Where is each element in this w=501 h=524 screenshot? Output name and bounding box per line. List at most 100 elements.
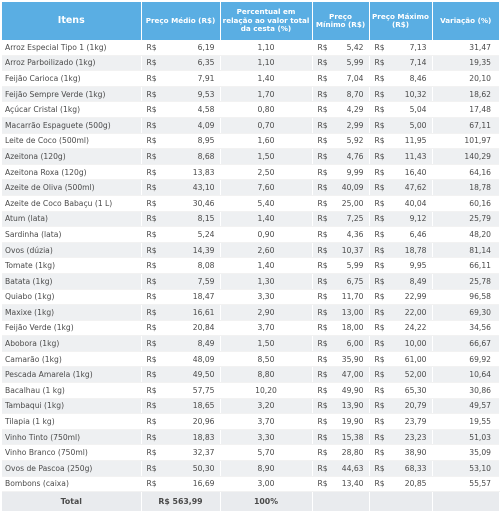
table-row: Quiabo (1kg) R$ 18,47 3,30 R$ 11,70 R$ 22,99 96,… [2, 289, 499, 306]
currency-symbol: R$ [146, 292, 157, 302]
cell-min-price: R$ 5,99 [312, 55, 370, 72]
currency-symbol: R$ [146, 245, 157, 255]
cell-min-price-value: 44,63 [341, 463, 364, 473]
cell-min-price: R$ 13,90 [312, 398, 370, 415]
cell-variation: 25,78 [432, 273, 499, 290]
cell-max-price: R$ 68,33 [369, 460, 433, 477]
cell-avg-price-value: 6,35 [197, 58, 215, 68]
cell-percent: 1,30 [220, 273, 313, 290]
cell-item: Feijão Carioca (1kg) [2, 70, 142, 87]
currency-symbol: R$ [374, 229, 385, 239]
table-row: Tambaqui (1kg) R$ 18,65 3,20 R$ 13,90 R$ 20,79 4… [2, 398, 499, 415]
currency-symbol: R$ [317, 58, 328, 68]
cell-min-price-value: 15,38 [341, 432, 364, 442]
cell-percent: 1,60 [220, 133, 313, 150]
currency-symbol: R$ [146, 183, 157, 193]
cell-variation: 66,67 [432, 335, 499, 352]
table-row: Ovos de Pascoa (250g) R$ 50,30 8,90 R$ 44,63 R… [2, 460, 499, 477]
cell-avg-price-value: 4,58 [197, 105, 215, 115]
table-row: Bacalhau (1 kg) R$ 57,75 10,20 R$ 49,90 R$ 65,3… [2, 382, 499, 399]
cell-min-price-value: 13,90 [341, 401, 364, 411]
cell-avg-price-value: 8,08 [197, 261, 215, 271]
header-items: Itens [2, 2, 142, 40]
cell-avg-price-value: 20,96 [192, 417, 215, 427]
cell-max-price-value: 11,43 [404, 151, 427, 161]
cell-avg-price: R$ 18,83 [141, 429, 221, 446]
currency-symbol: R$ [374, 339, 385, 349]
currency-symbol: R$ [146, 198, 157, 208]
currency-symbol: R$ [374, 370, 385, 380]
cell-avg-price-value: 6,19 [197, 42, 215, 52]
cell-max-price: R$ 20,79 [369, 398, 433, 415]
cell-avg-price: R$ 8,68 [141, 148, 221, 165]
cell-avg-price: R$ 57,75 [141, 382, 221, 399]
cell-percent: 3,30 [220, 429, 313, 446]
cell-max-price: R$ 24,22 [369, 320, 433, 337]
cell-min-price: R$ 10,37 [312, 242, 370, 259]
cell-max-price: R$ 61,00 [369, 351, 433, 368]
currency-symbol: R$ [374, 401, 385, 411]
cell-min-price: R$ 8,70 [312, 86, 370, 103]
cell-avg-price-value: 43,10 [192, 183, 215, 193]
cell-item: Arroz Especial Tipo 1 (1kg) [2, 40, 142, 56]
cell-percent: 1,50 [220, 335, 313, 352]
cell-item: Azeite de Oliva (500ml) [2, 179, 142, 196]
currency-symbol: R$ [146, 385, 157, 395]
table-row: Sardinha (lata) R$ 5,24 0,90 R$ 4,36 R$ 6,46 48,… [2, 226, 499, 243]
cell-min-price-value: 25,00 [341, 198, 364, 208]
currency-symbol: R$ [374, 448, 385, 458]
table-row: Azeitona (120g) R$ 8,68 1,50 R$ 4,76 R$ 11,43 14… [2, 148, 499, 165]
currency-symbol: R$ [374, 323, 385, 333]
cell-max-price: R$ 10,00 [369, 335, 433, 352]
cell-min-price: R$ 28,80 [312, 444, 370, 462]
cell-percent: 1,50 [220, 148, 313, 165]
cell-max-price: R$ 22,99 [369, 289, 433, 306]
cell-avg-price: R$ 16,61 [141, 304, 221, 321]
header-min-price: Preço Mínimo (R$) [312, 2, 370, 40]
cell-percent: 1,40 [220, 257, 313, 274]
currency-symbol: R$ [317, 401, 328, 411]
cell-max-price-value: 20,85 [404, 479, 427, 489]
cell-avg-price-value: 4,09 [197, 120, 215, 130]
currency-symbol: R$ [146, 448, 157, 458]
currency-symbol: R$ [317, 432, 328, 442]
currency-symbol: R$ [146, 151, 157, 161]
cell-max-price: R$ 20,85 [369, 476, 433, 493]
cell-avg-price-value: 18,47 [192, 292, 215, 302]
cell-avg-price: R$ 49,50 [141, 366, 221, 384]
cell-avg-price-value: 14,39 [192, 245, 215, 255]
cell-avg-price: R$ 6,19 [141, 40, 221, 56]
cell-min-price-value: 5,92 [346, 136, 364, 146]
cell-item: Abobora (1kg) [2, 335, 142, 352]
cell-max-price: R$ 11,95 [369, 133, 433, 150]
cell-min-price-value: 11,70 [341, 292, 364, 302]
cell-item: Bombons (caixa) [2, 476, 142, 493]
cell-min-price: R$ 2,99 [312, 117, 370, 134]
currency-symbol: R$ [317, 73, 328, 83]
currency-symbol: R$ [374, 167, 385, 177]
currency-symbol: R$ [146, 401, 157, 411]
currency-symbol: R$ [146, 370, 157, 380]
currency-symbol: R$ [317, 105, 328, 115]
cell-percent: 1,70 [220, 86, 313, 103]
cell-avg-price: R$ 8,15 [141, 211, 221, 228]
cell-item: Azeitona Roxa (120g) [2, 164, 142, 181]
cell-max-price-value: 24,22 [404, 323, 427, 333]
currency-symbol: R$ [317, 151, 328, 161]
header-max-price: Preço Máximo (R$) [369, 2, 433, 40]
cell-avg-price: R$ 9,53 [141, 86, 221, 103]
cell-max-price: R$ 7,13 [369, 40, 433, 56]
table-row: Ovos (dúzia) R$ 14,39 2,60 R$ 10,37 R$ 18,78 81,… [2, 242, 499, 259]
cell-percent: 10,20 [220, 382, 313, 399]
cell-avg-price-value: 8,15 [197, 214, 215, 224]
cell-avg-price-value: 48,09 [192, 354, 215, 364]
cell-max-price: R$ 9,95 [369, 257, 433, 274]
cell-max-price-value: 65,30 [404, 385, 427, 395]
cell-avg-price: R$ 48,09 [141, 351, 221, 368]
cell-variation: 81,14 [432, 242, 499, 259]
cell-avg-price-value: 30,46 [192, 198, 215, 208]
cell-avg-price-value: 5,24 [197, 229, 215, 239]
currency-symbol: R$ [374, 105, 385, 115]
cell-min-price-value: 13,40 [341, 479, 364, 489]
